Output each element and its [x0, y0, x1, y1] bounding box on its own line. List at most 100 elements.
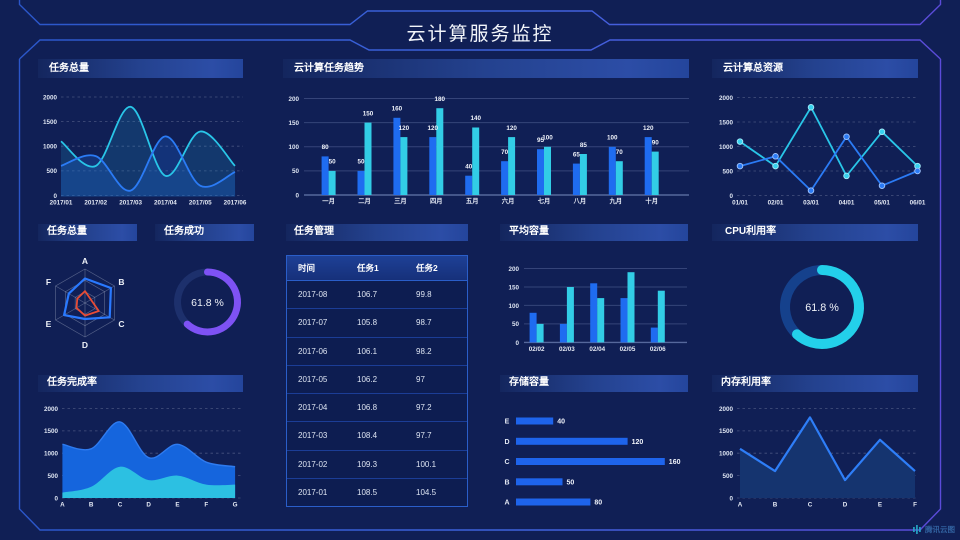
- svg-text:C: C: [118, 502, 123, 509]
- svg-text:1000: 1000: [44, 451, 59, 458]
- svg-text:C: C: [504, 459, 509, 466]
- svg-text:七月: 七月: [538, 196, 551, 205]
- svg-text:160: 160: [669, 459, 681, 466]
- svg-text:100: 100: [542, 135, 553, 142]
- svg-text:2000: 2000: [719, 95, 734, 102]
- svg-text:120: 120: [632, 439, 644, 446]
- svg-text:F: F: [46, 277, 51, 287]
- svg-text:C: C: [808, 502, 813, 509]
- svg-text:1000: 1000: [719, 451, 734, 458]
- svg-text:90: 90: [652, 139, 660, 146]
- svg-text:三月: 三月: [394, 197, 407, 205]
- svg-text:85: 85: [580, 142, 588, 149]
- svg-text:40: 40: [465, 164, 473, 171]
- svg-text:1000: 1000: [719, 144, 734, 151]
- svg-text:120: 120: [428, 125, 439, 132]
- svg-text:B: B: [504, 479, 509, 486]
- svg-text:0: 0: [729, 193, 733, 200]
- svg-text:50: 50: [329, 159, 337, 166]
- svg-text:500: 500: [46, 168, 57, 175]
- svg-text:1500: 1500: [44, 428, 59, 435]
- svg-text:02/04: 02/04: [589, 346, 605, 353]
- svg-text:E: E: [505, 419, 510, 426]
- svg-text:八月: 八月: [573, 197, 587, 205]
- svg-text:150: 150: [508, 284, 519, 291]
- svg-text:0: 0: [729, 495, 733, 502]
- svg-text:61.8 %: 61.8 %: [191, 297, 224, 309]
- svg-text:2000: 2000: [44, 406, 59, 413]
- svg-text:D: D: [146, 502, 151, 509]
- svg-text:五月: 五月: [466, 197, 479, 205]
- svg-text:D: D: [843, 502, 848, 509]
- svg-text:B: B: [118, 277, 124, 287]
- svg-text:二月: 二月: [358, 197, 371, 205]
- svg-text:四月: 四月: [430, 197, 443, 205]
- svg-text:61.8 %: 61.8 %: [805, 302, 839, 314]
- svg-text:0: 0: [54, 495, 58, 502]
- svg-text:02/06: 02/06: [650, 346, 666, 353]
- svg-text:02/05: 02/05: [620, 346, 636, 353]
- svg-text:70: 70: [616, 149, 624, 156]
- svg-text:六月: 六月: [502, 196, 515, 205]
- svg-text:02/02: 02/02: [529, 346, 545, 353]
- svg-text:E: E: [46, 319, 52, 329]
- svg-text:D: D: [504, 439, 509, 446]
- svg-text:B: B: [89, 502, 94, 509]
- svg-text:120: 120: [399, 125, 410, 132]
- svg-text:九月: 九月: [609, 196, 623, 205]
- svg-text:C: C: [118, 319, 124, 329]
- svg-text:150: 150: [288, 120, 299, 127]
- svg-text:F: F: [913, 502, 917, 509]
- svg-text:一月: 一月: [322, 197, 335, 205]
- svg-text:2017/06: 2017/06: [224, 199, 247, 206]
- svg-text:500: 500: [722, 473, 733, 480]
- svg-text:2000: 2000: [43, 94, 58, 101]
- svg-text:1500: 1500: [43, 119, 58, 126]
- svg-text:180: 180: [435, 96, 446, 103]
- svg-text:A: A: [504, 500, 509, 507]
- svg-text:十月: 十月: [645, 196, 658, 205]
- svg-text:50: 50: [292, 168, 300, 175]
- svg-text:2017/04: 2017/04: [154, 199, 177, 206]
- svg-text:E: E: [175, 502, 179, 509]
- svg-text:A: A: [82, 256, 88, 266]
- svg-text:A: A: [60, 502, 65, 509]
- svg-text:04/01: 04/01: [839, 199, 855, 206]
- svg-text:120: 120: [506, 125, 517, 132]
- svg-text:80: 80: [594, 500, 602, 507]
- svg-text:01/01: 01/01: [732, 199, 748, 206]
- svg-text:F: F: [204, 502, 208, 509]
- svg-text:1000: 1000: [43, 144, 58, 151]
- svg-text:B: B: [773, 502, 778, 509]
- svg-text:1500: 1500: [719, 428, 734, 435]
- svg-text:0: 0: [53, 193, 57, 200]
- svg-text:02/01: 02/01: [768, 199, 784, 206]
- svg-text:1500: 1500: [719, 119, 734, 126]
- svg-text:50: 50: [357, 159, 365, 166]
- svg-text:40: 40: [557, 419, 565, 426]
- svg-text:G: G: [233, 502, 238, 509]
- svg-text:140: 140: [470, 115, 481, 122]
- svg-text:65: 65: [573, 151, 581, 158]
- svg-text:2000: 2000: [719, 406, 734, 413]
- svg-text:500: 500: [722, 168, 733, 175]
- svg-text:95: 95: [537, 137, 545, 144]
- svg-text:D: D: [82, 340, 88, 350]
- svg-text:200: 200: [288, 96, 299, 103]
- svg-text:160: 160: [392, 106, 403, 113]
- svg-text:100: 100: [607, 135, 618, 142]
- svg-text:03/01: 03/01: [803, 199, 819, 206]
- svg-text:70: 70: [501, 149, 509, 156]
- svg-text:05/01: 05/01: [874, 199, 890, 206]
- svg-text:A: A: [738, 502, 743, 509]
- svg-text:02/03: 02/03: [559, 346, 575, 353]
- svg-text:E: E: [878, 502, 882, 509]
- svg-text:腾讯云图: 腾讯云图: [924, 524, 955, 534]
- svg-text:2017/03: 2017/03: [119, 199, 142, 206]
- svg-text:2017/01: 2017/01: [50, 199, 73, 206]
- svg-text:100: 100: [508, 303, 519, 310]
- svg-text:80: 80: [322, 144, 330, 151]
- svg-text:0: 0: [515, 340, 519, 347]
- svg-text:120: 120: [643, 125, 654, 132]
- svg-text:2017/05: 2017/05: [189, 199, 212, 206]
